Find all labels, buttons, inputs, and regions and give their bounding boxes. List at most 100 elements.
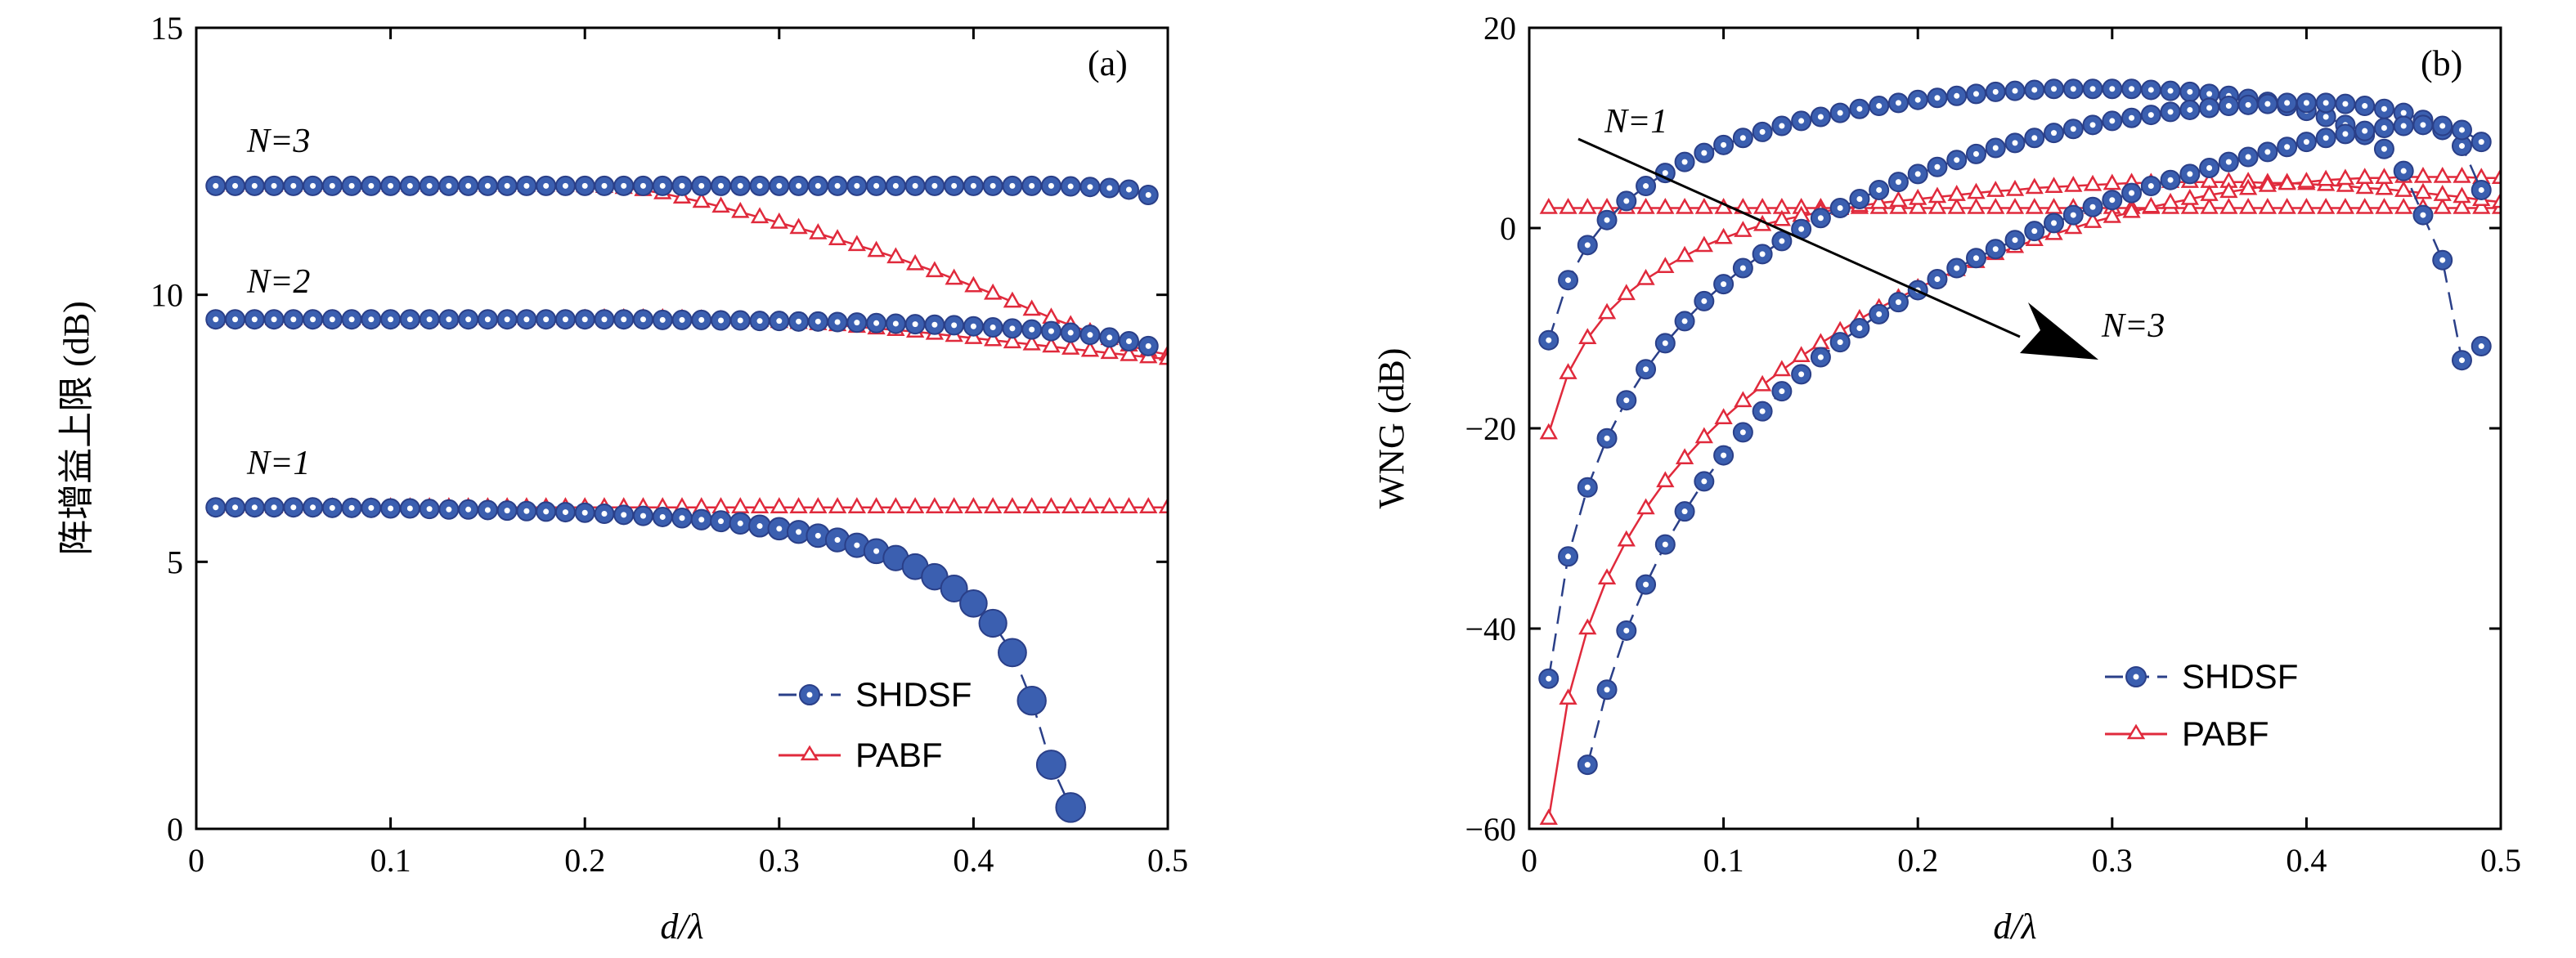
shdsf-point-hole [2400,123,2407,129]
pabf-point-N1-b [2297,197,2316,214]
legend-b-shdsf-marker-hole [2133,674,2139,680]
pabf-point-N2-a [1158,348,1168,365]
shdsf-point-hole [2187,171,2193,177]
pabf-point-N1-a [964,497,983,513]
shdsf-point-hole [388,316,394,323]
panel-label-b: (b) [2421,43,2462,83]
shdsf-point-hole [679,182,685,189]
shdsf-point-hole [2109,118,2116,124]
shdsf-point-hole [1643,366,1649,373]
shdsf-point-hole [1584,242,1591,248]
shdsf-point-hole [2245,154,2251,160]
pabf-point-N1-b [1928,197,1947,214]
shdsf-point-hole [1992,246,1999,253]
pabf-point-N3-a [1003,291,1022,308]
shdsf-point-hole [446,506,452,513]
x-tick-label-a: 0.2 [564,842,605,879]
y-tick-label-b: 20 [1483,10,1516,47]
shdsf-point-hole [1662,170,1668,177]
shdsf-point-hole [1604,217,1610,223]
shdsf-point-hole [1876,311,1883,317]
shdsf-point-hole [1643,183,1649,190]
pabf-point-N1-a [1139,497,1158,513]
shdsf-point-hole [679,316,685,323]
pabf-point-N2-a [1080,340,1100,357]
pabf-point-N3-a [925,261,945,278]
shdsf-point-hole [310,504,316,511]
shdsf-point-hole [990,325,996,331]
series-line-pabf-N2-b [1547,181,2501,434]
series-line-pabf-N3-b [1547,176,2501,819]
shdsf-point-hole [484,507,491,513]
shdsf-point-hole [1721,141,1727,148]
shdsf-point-hole [2381,145,2387,152]
shdsf-point-hole [271,316,277,323]
shdsf-point-hole [601,182,608,189]
shdsf-point-hole [368,504,375,511]
pabf-point-N2-b [1559,363,1577,379]
pabf-point-N1-a [1003,497,1022,513]
shdsf-point-hole [640,316,646,323]
shdsf-point-hole [931,182,938,189]
pabf-point-N1-b [2317,197,2336,214]
pabf-point-N1-b [1752,197,1772,214]
pabf-point-N3-a [1022,299,1041,316]
shdsf-point-hole [1876,103,1883,110]
pabf-point-N3-b [2122,201,2141,218]
pabf-point-N3-a [847,235,866,252]
annotation-n1: N=1 [1604,103,1667,141]
shdsf-point-hole [2322,100,2329,106]
pabf-point-N3-b [1578,618,1597,635]
shdsf-point-hole [718,317,725,324]
pabf-point-N3-b [1714,408,1733,424]
shdsf-point-hole [329,504,335,511]
pabf-point-N3-b [1539,808,1558,825]
shdsf-point-hole [970,323,976,329]
x-tick-label-b: 0.4 [2286,842,2327,879]
shdsf-point-hole [1914,171,1921,177]
shdsf-point-hole [854,542,860,548]
shdsf-point-hole [776,182,783,189]
x-tick-label-a: 0.5 [1147,842,1188,879]
pabf-point-N3-b [1559,688,1577,705]
shdsf-point-hole [2439,123,2446,129]
shdsf-point-hole [2284,144,2291,150]
pabf-point-N1-a [809,497,828,513]
pabf-point-N1-a [925,497,945,513]
pabf-point-N3-a [984,283,1003,300]
shdsf-point-hole [2225,159,2232,165]
shdsf-point-hole [2187,88,2193,95]
shdsf-point-hole [698,182,705,189]
shdsf-point-hole [1759,408,1766,414]
shdsf-point-hole [1954,265,1960,271]
shdsf-point-hole [348,504,355,511]
shdsf-point-hole [1739,265,1746,271]
shdsf-point-hole [2167,87,2174,94]
shdsf-point-hole [2362,103,2368,110]
shdsf-point-hole [2206,165,2213,171]
shdsf-point-hole [1895,179,1901,186]
shdsf-point-hole [756,182,763,189]
pabf-point-N2-a [984,329,1003,347]
pabf-point-N1-b [1947,197,1966,214]
pabf-point-N1-b [2025,197,2044,214]
x-tick-label-a: 0.4 [953,842,994,879]
shdsf-point-hole [1604,435,1610,441]
pabf-point-N3-a [770,212,788,229]
pabf-point-N1-b [2219,197,2238,214]
legend-a-pabf-label: PABF [855,736,943,774]
shdsf-point-hole [1145,191,1151,198]
pabf-point-N3-b [2278,173,2296,190]
shdsf-point-hole [426,316,433,323]
pabf-point-N3-a [692,191,711,208]
shdsf-point-hole [2070,212,2076,218]
pabf-point-N1-b [1986,197,2005,214]
shdsf-point-hole [2206,105,2213,111]
shdsf-point-hole [1565,277,1572,284]
legend-b: SHDSF PABF [2105,657,2298,753]
shdsf-point-hole [2031,135,2038,141]
shdsf-point-hole [1856,105,1863,112]
shdsf-point-hole [504,316,510,323]
shdsf-point-hole [2420,212,2426,218]
pabf-point-N1-b [1967,197,1986,214]
